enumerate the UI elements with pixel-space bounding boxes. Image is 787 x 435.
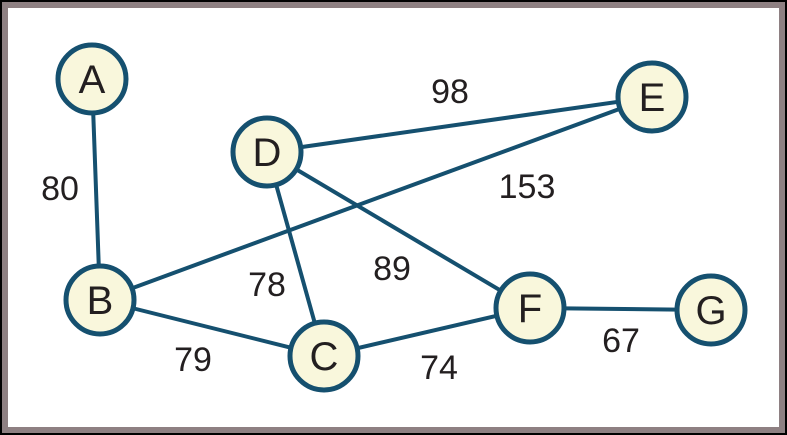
node-circle-C [287, 319, 361, 393]
node-label-G: G [695, 289, 726, 333]
edge-weight-B-E: 153 [499, 168, 556, 206]
edge-weight-C-F: 74 [420, 349, 458, 387]
node-circle-B [63, 263, 137, 337]
edge-B-C [98, 298, 326, 358]
node-label-A: A [79, 58, 106, 102]
edge-weight-B-C: 79 [174, 341, 212, 379]
edge-weight-D-E: 98 [431, 73, 469, 111]
edge-D-F [265, 150, 532, 310]
node-circle-E [615, 60, 689, 134]
node-circle-G [674, 273, 748, 347]
node-label-D: D [253, 131, 282, 175]
edge-A-B [90, 77, 102, 302]
node-circle-F [493, 271, 567, 345]
edge-weight-D-F: 89 [373, 250, 411, 288]
node-label-F: F [518, 287, 542, 331]
node-circle-A [55, 42, 129, 116]
edge-D-E [265, 95, 654, 154]
edge-B-E [98, 95, 654, 302]
edge-weight-A-B: 80 [41, 170, 79, 208]
node-label-E: E [639, 76, 666, 120]
node-label-C: C [310, 335, 339, 379]
node-label-B: B [87, 279, 114, 323]
edge-weight-F-G: 67 [602, 322, 640, 360]
edge-weight-D-C: 78 [248, 266, 286, 304]
node-circle-D [230, 115, 304, 189]
